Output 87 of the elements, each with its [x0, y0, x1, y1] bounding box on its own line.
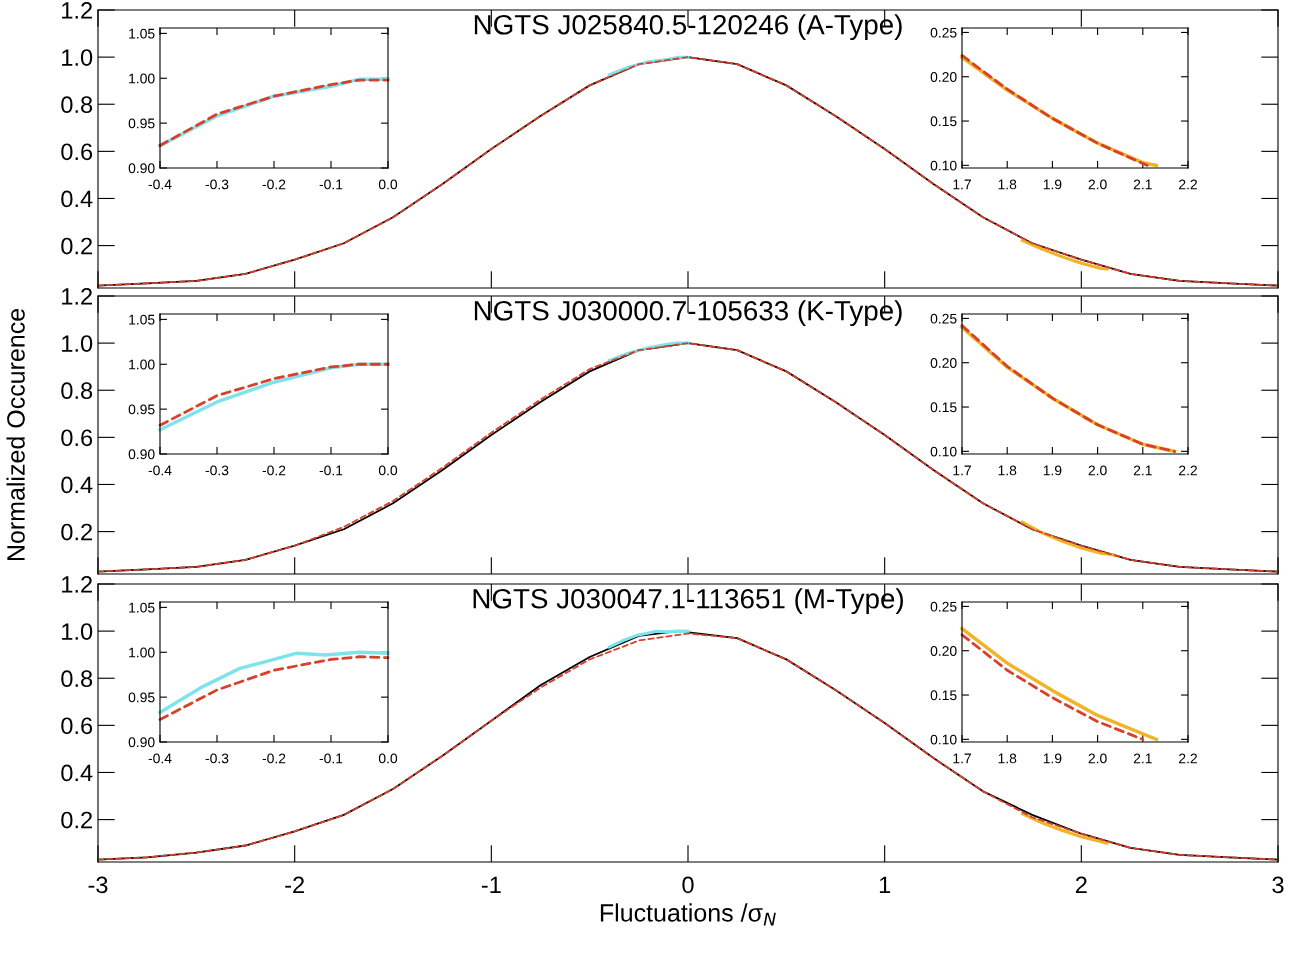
x-tick-label: -3: [88, 876, 108, 894]
x-tick-label: 1.7: [953, 179, 971, 190]
x-tick-label: 0: [682, 876, 694, 894]
y-tick-label: 0.4: [61, 190, 93, 208]
x-tick-label: 1.8: [998, 753, 1017, 764]
x-tick-label: 1.9: [1043, 179, 1062, 190]
y-tick-label: 0.15: [930, 402, 957, 413]
y-tick-label: 0.6: [61, 717, 93, 735]
x-tick-label: 1: [879, 876, 891, 893]
x-tick-label: 2.2: [1179, 753, 1197, 764]
x-tick-label: 0.0: [378, 753, 398, 764]
y-tick-label: 0.6: [61, 429, 93, 447]
y-tick-label: 0.4: [61, 476, 93, 494]
y-tick-label: 0.90: [128, 163, 155, 174]
y-tick-label: 0.2: [61, 523, 92, 541]
y-tick-label: 0.25: [930, 601, 957, 612]
x-tick-label: 0.0: [378, 179, 398, 190]
y-tick-label: 1.00: [129, 73, 155, 84]
y-tick-label: 1.0: [62, 623, 93, 640]
x-tick-label: -0.4: [148, 753, 172, 764]
x-tick-label: -0.3: [205, 179, 229, 190]
y-tick-label: 0.15: [930, 690, 957, 701]
x-tick-label: 1.9: [1043, 753, 1062, 764]
y-tick-label: 1.00: [129, 359, 155, 370]
x-tick-label: 2.2: [1179, 179, 1197, 190]
x-tick-label: -0.3: [205, 753, 229, 764]
y-tick-label: 0.95: [128, 692, 155, 703]
y-tick-label: 0.10: [930, 734, 957, 745]
x-tick-label: 2.1: [1133, 465, 1152, 476]
y-tick-label: 0.20: [930, 358, 957, 368]
x-tick-label: -0.1: [319, 753, 343, 764]
y-tick-label: 1.05: [129, 314, 155, 325]
y-tick-label: 0.90: [128, 449, 155, 460]
y-tick-label: 1.2: [62, 288, 92, 305]
x-tick-label: -1: [481, 876, 501, 893]
y-tick-label: 0.10: [930, 446, 957, 457]
y-tick-label: 0.8: [61, 382, 93, 400]
x-tick-label: -2: [285, 876, 304, 893]
y-tick-label: 0.20: [930, 646, 957, 656]
y-tick-label: 1.00: [129, 647, 155, 658]
x-tick-label: -0.1: [319, 179, 343, 190]
x-axis-title: Fluctuations /σ$_{N}$: [600, 903, 776, 926]
y-tick-label: 0.95: [128, 404, 155, 415]
y-tick-label: 0.10: [930, 160, 957, 171]
x-tick-label: 2.0: [1088, 753, 1107, 764]
y-tick-label: 0.6: [61, 143, 93, 161]
x-tick-label: -0.1: [319, 465, 343, 476]
y-tick-label: 0.15: [930, 116, 957, 127]
y-tick-label: 0.25: [930, 313, 957, 324]
y-tick-label: 1.2: [62, 2, 92, 19]
x-tick-label: 1.8: [998, 179, 1017, 190]
y-tick-label: 0.20: [930, 72, 957, 82]
x-tick-label: 2.0: [1088, 465, 1107, 476]
x-tick-label: 2.1: [1133, 753, 1152, 764]
y-tick-label: 0.2: [61, 811, 92, 829]
y-tick-label: 0.8: [61, 96, 93, 114]
x-tick-label: -0.2: [262, 753, 286, 764]
y-tick-label: 1.0: [62, 49, 93, 66]
x-tick-label: 1.9: [1043, 465, 1062, 476]
x-tick-label: 1.7: [953, 753, 971, 764]
x-tick-label: 1.7: [953, 465, 971, 476]
y-axis-title: Normalized Occurence: [6, 308, 25, 561]
x-tick-label: -0.2: [262, 179, 286, 190]
y-tick-label: 1.05: [129, 28, 155, 39]
y-tick-label: 0.25: [930, 27, 957, 38]
chart-title: NGTS J030047.1-113651 (M-Type): [473, 588, 903, 615]
chart-title: NGTS J025840.5-120246 (A-Type): [474, 14, 902, 41]
y-tick-label: 0.2: [61, 237, 92, 255]
x-tick-label: 0.0: [378, 465, 398, 476]
y-tick-label: 0.4: [61, 764, 93, 782]
y-tick-label: 0.90: [128, 737, 155, 748]
y-tick-label: 1.05: [129, 602, 155, 613]
chart-title: NGTS J030000.7-105633 (K-Type): [474, 300, 902, 327]
y-tick-label: 1.0: [62, 335, 93, 352]
x-tick-label: 2.2: [1179, 465, 1197, 476]
x-tick-label: -0.4: [148, 465, 172, 476]
y-tick-label: 0.95: [128, 118, 155, 129]
y-tick-label: 0.8: [61, 670, 93, 688]
x-tick-label: -0.3: [205, 465, 229, 476]
x-tick-label: 2.0: [1088, 179, 1107, 190]
x-tick-label: 3: [1272, 876, 1284, 894]
x-tick-label: -0.2: [262, 465, 286, 476]
y-tick-label: 1.2: [62, 576, 92, 593]
x-tick-label: 1.8: [998, 465, 1017, 476]
x-tick-label: -0.4: [148, 179, 172, 190]
x-tick-label: 2: [1075, 876, 1087, 893]
x-tick-label: 2.1: [1133, 179, 1152, 190]
